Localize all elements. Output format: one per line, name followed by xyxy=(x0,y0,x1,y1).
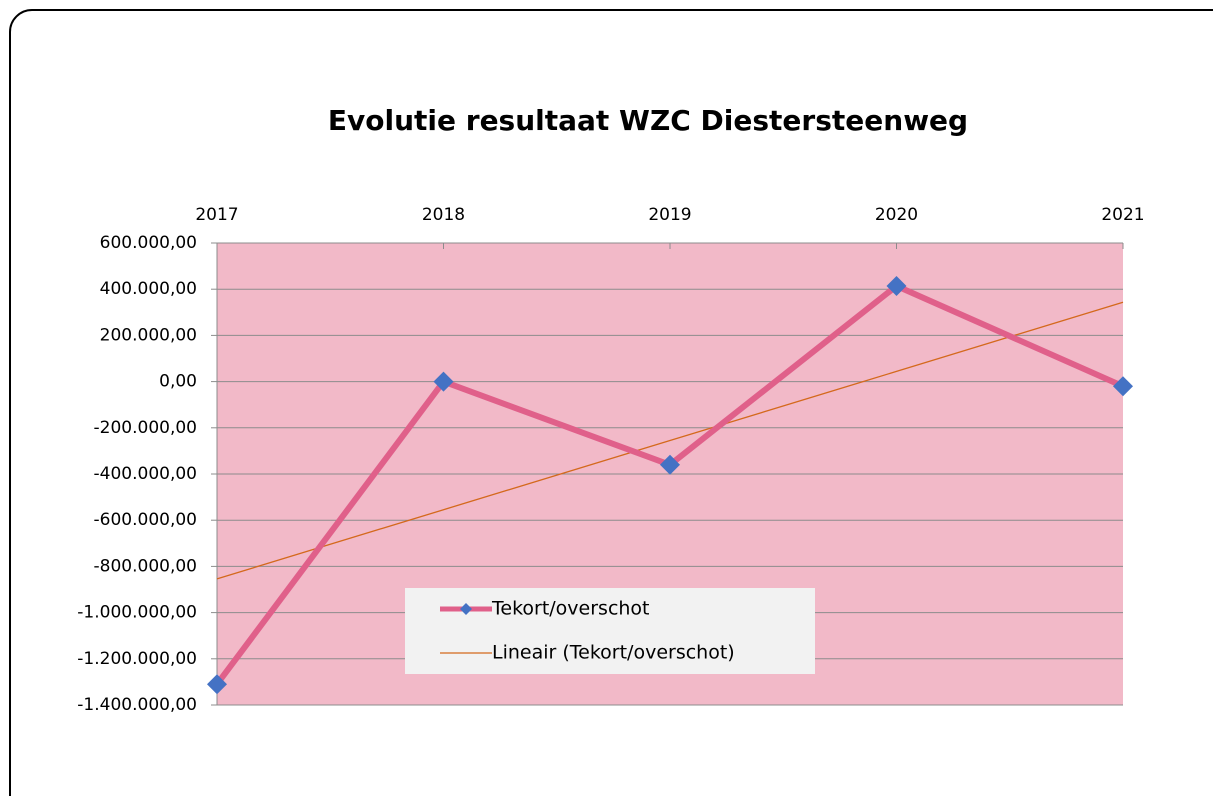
y-tick-label: 0,00 xyxy=(159,372,197,392)
marker xyxy=(207,674,227,695)
legend-label: Lineair (Tekort/overschot) xyxy=(492,642,735,664)
y-tick-label: 400.000,00 xyxy=(100,279,197,299)
chart-title: Evolutie resultaat WZC Diestersteenweg xyxy=(328,104,968,137)
series-line xyxy=(216,301,1124,580)
marker xyxy=(1113,376,1133,397)
legend xyxy=(405,588,815,674)
legend-marker xyxy=(460,603,472,615)
y-tick-label: -200.000,00 xyxy=(94,418,197,438)
y-tick-label: -800.000,00 xyxy=(94,556,197,576)
y-tick-label: -400.000,00 xyxy=(94,464,197,484)
y-tick-label: 600.000,00 xyxy=(100,233,197,253)
x-tick-label: 2019 xyxy=(648,205,691,225)
y-tick-label: -1.400.000,00 xyxy=(77,695,197,715)
x-tick-label: 2021 xyxy=(1101,205,1144,225)
marker xyxy=(660,454,680,475)
y-tick-label: 200.000,00 xyxy=(100,325,197,345)
marker xyxy=(433,371,454,392)
y-tick-label: -600.000,00 xyxy=(94,510,197,530)
y-tick-label: -1.200.000,00 xyxy=(77,649,197,669)
x-tick-label: 2018 xyxy=(422,205,465,225)
marker xyxy=(886,275,907,296)
legend-label: Tekort/overschot xyxy=(491,598,650,620)
x-tick-label: 2017 xyxy=(195,205,238,225)
y-tick-label: -1.000.000,00 xyxy=(77,603,197,623)
x-tick-label: 2020 xyxy=(875,205,918,225)
